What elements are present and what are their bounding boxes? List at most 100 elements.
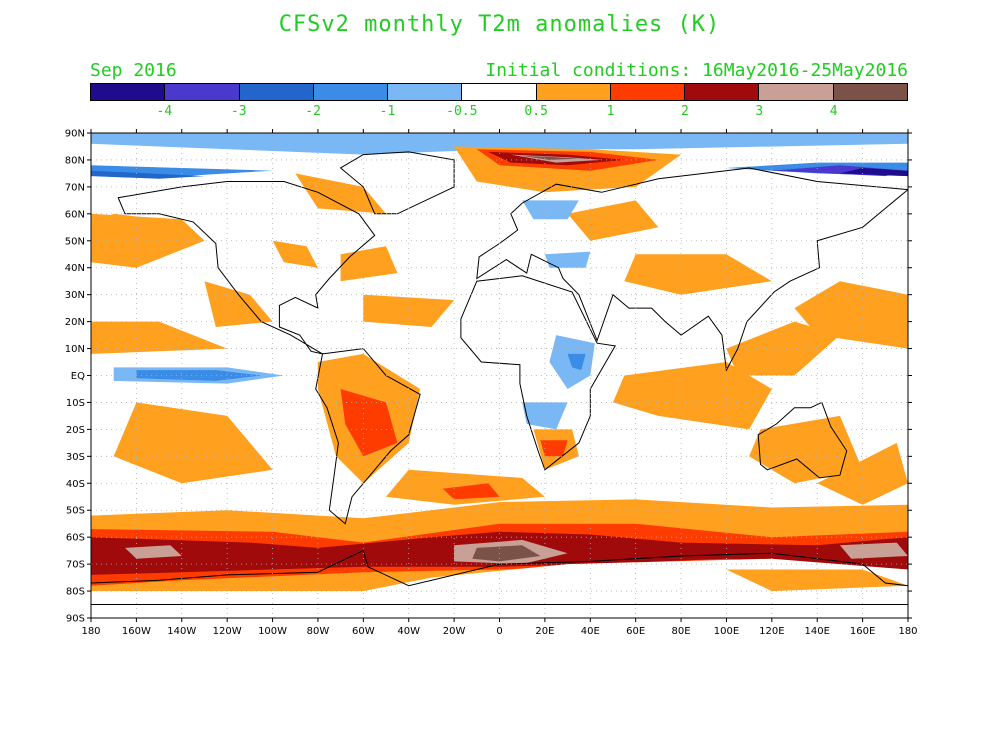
anomaly-region <box>567 353 586 371</box>
legend-label: -1 <box>379 104 396 119</box>
anomaly-region <box>472 545 541 562</box>
latitude-label: 60S <box>66 533 85 544</box>
anomaly-region <box>91 321 228 354</box>
legend-label: 3 <box>755 104 764 119</box>
longitude-label: 120W <box>213 626 242 637</box>
greenland-coast <box>339 151 455 215</box>
latitude-labels: 90N 80N 70N 60N 50N 40N 30N 20N 10N EQ 10S 20S 30S 40… <box>65 129 85 625</box>
latitude-label: 70N <box>65 182 85 193</box>
longitude-labels: 180 160W 140W 120W 100W 80W 60W 40W 20W 0 20E 40E 60… <box>81 626 917 637</box>
anomaly-region <box>726 569 908 592</box>
anomaly-region <box>613 362 772 430</box>
legend-swatch <box>536 84 611 100</box>
north-america-coast <box>117 181 376 355</box>
latitude-label: 50N <box>65 236 85 247</box>
latitude-label: 20S <box>66 425 85 436</box>
color-legend <box>90 83 908 101</box>
legend-swatch <box>91 84 166 100</box>
legend-label: 1 <box>606 104 615 119</box>
longitude-label: 60E <box>626 626 645 637</box>
legend-label: -0.5 <box>446 104 478 119</box>
anomaly-region <box>522 402 568 430</box>
latitude-label: 30N <box>65 290 85 301</box>
anomaly-region <box>567 200 659 241</box>
legend-label: 2 <box>680 104 689 119</box>
latitude-label: 80S <box>66 587 85 598</box>
coastlines <box>91 151 908 605</box>
anomaly-region <box>839 168 908 177</box>
legend-swatch <box>388 84 463 100</box>
longitude-label: 140W <box>167 626 196 637</box>
longitude-label: 40W <box>397 626 420 637</box>
anomaly-region <box>522 155 579 160</box>
longitude-label: 100W <box>258 626 287 637</box>
gridlines <box>91 133 908 618</box>
anomaly-region <box>540 440 568 457</box>
anomaly-region <box>544 251 591 268</box>
latitude-label: 60N <box>65 209 85 220</box>
anomaly-region <box>272 240 318 268</box>
eurasia-coast <box>476 167 908 372</box>
anomaly-region <box>522 200 579 220</box>
legend-swatch <box>165 84 240 100</box>
longitude-label: 80W <box>307 626 330 637</box>
longitude-label: 80E <box>672 626 691 637</box>
latitude-label: 70S <box>66 560 85 571</box>
latitude-label: 40N <box>65 263 85 274</box>
anomaly-region <box>136 370 262 381</box>
anomaly-region <box>442 483 500 500</box>
longitude-label: 160W <box>122 626 151 637</box>
latitude-label: 10N <box>65 344 85 355</box>
latitude-label: 20N <box>65 317 85 328</box>
anomaly-region <box>125 545 182 559</box>
legend-swatch <box>685 84 760 100</box>
latitude-label: 50S <box>66 506 85 517</box>
initial-conditions: Initial conditions: 16May2016-25May2016 <box>485 60 908 81</box>
africa-coast <box>460 275 617 471</box>
longitude-label: 40E <box>581 626 600 637</box>
longitude-label: 60W <box>352 626 375 637</box>
longitude-label: 100E <box>714 626 739 637</box>
legend-label: -2 <box>305 104 321 119</box>
australia-coast <box>757 401 848 479</box>
antarctica-coast <box>91 549 908 605</box>
legend-swatch <box>313 84 389 100</box>
anomaly-region <box>363 294 455 327</box>
axis-ticks <box>87 129 912 622</box>
legend-swatch <box>833 84 907 100</box>
longitude-label: 180 <box>81 626 100 637</box>
anomaly-region <box>91 213 160 236</box>
south-america-coast <box>315 348 421 525</box>
latitude-label: 90S <box>66 614 85 625</box>
anomaly-region <box>839 542 908 559</box>
latitude-label: 90N <box>65 129 85 140</box>
anomaly-region <box>340 246 398 282</box>
anomaly-region <box>340 389 398 457</box>
legend-label: 0.5 <box>524 104 548 119</box>
latitude-label: 10S <box>66 398 85 409</box>
legend-swatch <box>610 84 686 100</box>
legend-swatch <box>462 84 537 100</box>
map-title: CFSv2 monthly T2m anomalies (K) <box>278 12 721 37</box>
latitude-label: 40S <box>66 479 85 490</box>
longitude-label: 160E <box>850 626 875 637</box>
legend-label: -3 <box>230 104 247 119</box>
longitude-label: 140E <box>805 626 830 637</box>
latitude-label: EQ <box>71 371 85 382</box>
anomaly-region <box>91 170 205 179</box>
latitude-label: 30S <box>66 452 85 463</box>
longitude-label: 180 <box>898 626 917 637</box>
longitude-label: 0 <box>496 626 502 637</box>
longitude-label: 20E <box>535 626 554 637</box>
anomaly-region <box>204 281 273 327</box>
anomaly-region <box>726 321 840 376</box>
legend-label: -4 <box>156 104 173 119</box>
anomaly-shading <box>91 133 908 618</box>
legend-swatch <box>239 84 314 100</box>
latitude-label: 80N <box>65 155 85 166</box>
legend-label: 4 <box>829 104 838 119</box>
anomaly-region <box>624 254 772 295</box>
longitude-label: 120E <box>759 626 784 637</box>
forecast-month: Sep 2016 <box>90 60 177 81</box>
